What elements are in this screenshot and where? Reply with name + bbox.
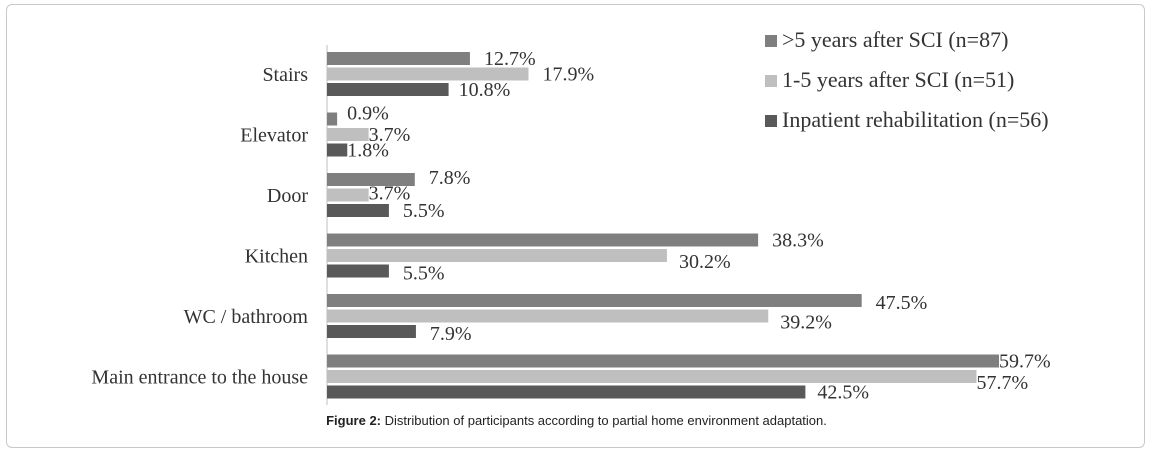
data-label-5-2: 42.5% [817,382,869,404]
legend-swatch-0 [765,35,777,47]
bar-5-1 [327,370,977,383]
bar-3-0 [327,233,759,247]
bar-2-0 [327,173,415,186]
category-label-2: Door [267,185,308,207]
category-label-0: Stairs [262,64,308,86]
data-label-1-1: 3.7% [369,124,411,146]
legend: >5 years after SCI (n=87) 1-5 years after… [765,27,1049,132]
caption-text: Distribution of participants according t… [381,413,827,428]
bar-0-1 [327,67,529,81]
data-label-2-1: 3.7% [369,183,411,205]
bar-4-2 [327,325,416,338]
legend-label-0: >5 years after SCI (n=87) [782,27,1008,52]
legend-label-2: Inpatient rehabilitation (n=56) [782,107,1049,132]
figure-caption: Figure 2: Distribution of participants a… [0,413,1153,428]
bar-1-0 [327,112,338,126]
category-label-5: Main entrance to the house [91,367,308,389]
data-label-5-0: 59.7% [999,351,1051,373]
bar-4-0 [327,294,862,307]
data-label-2-2: 5.5% [403,200,445,222]
bar-3-1 [327,249,667,262]
bar-4-1 [327,309,769,323]
data-label-3-2: 5.5% [403,263,445,285]
bar-2-2 [327,204,389,217]
category-label-4: WC / bathroom [184,306,309,328]
caption-label: Figure 2: [326,413,382,428]
bar-1-1 [327,128,369,141]
data-label-0-2: 10.8% [459,79,511,101]
data-label-3-1: 30.2% [679,251,731,273]
bar-0-0 [327,52,470,65]
data-label-1-0: 0.9% [347,103,389,125]
data-label-3-0: 38.3% [772,230,824,252]
data-label-4-0: 47.5% [876,292,928,314]
legend-label-1: 1-5 years after SCI (n=51) [782,67,1014,92]
data-label-4-1: 39.2% [780,312,832,334]
data-label-4-2: 7.9% [430,323,472,345]
category-label-1: Elevator [240,125,308,147]
bar-5-2 [327,385,806,399]
bar-3-2 [327,264,389,278]
bar-0-2 [327,83,449,96]
legend-swatch-1 [765,75,777,87]
bar-5-0 [327,354,999,368]
data-label-0-0: 12.7% [484,48,536,70]
bar-1-2 [327,143,348,157]
bar-chart: Stairs12.7%17.9%10.8%Elevator0.9%3.7%1.8… [91,27,1051,405]
bars-group: Stairs12.7%17.9%10.8%Elevator0.9%3.7%1.8… [91,48,1050,404]
bar-2-1 [327,188,369,202]
data-label-2-0: 7.8% [429,167,471,189]
data-label-0-1: 17.9% [542,64,594,86]
category-label-3: Kitchen [245,246,308,268]
data-label-1-2: 1.8% [347,140,389,162]
data-label-5-1: 57.7% [976,372,1028,394]
legend-swatch-2 [765,115,777,127]
